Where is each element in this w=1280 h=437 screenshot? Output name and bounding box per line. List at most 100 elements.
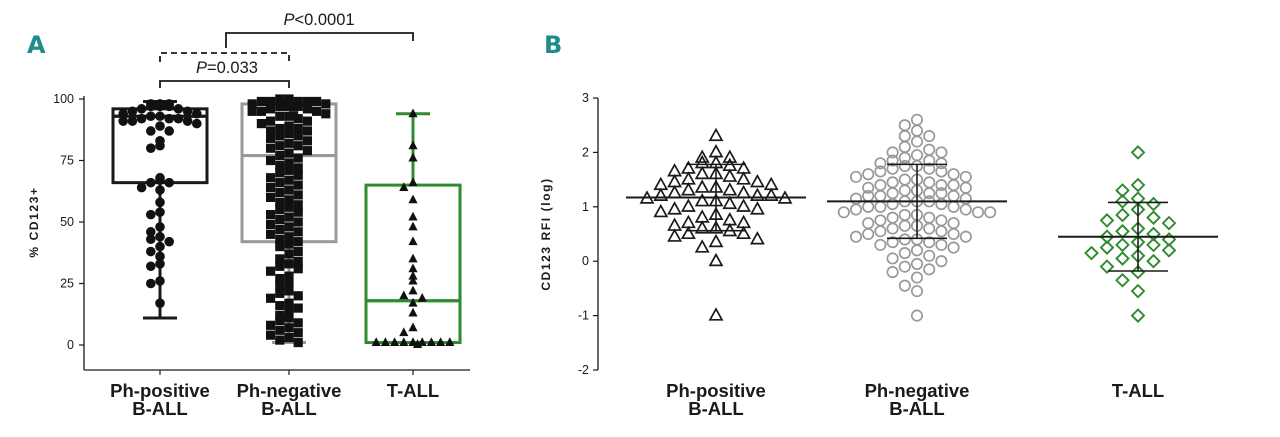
panel-b-point bbox=[1146, 253, 1161, 269]
panel-b-category-label: Ph-negative bbox=[865, 380, 970, 401]
panel-a-point bbox=[284, 313, 294, 323]
panel-a-point bbox=[284, 165, 294, 175]
panel-b-point bbox=[910, 244, 924, 257]
panel-b-point bbox=[898, 208, 911, 222]
panel-b-point bbox=[910, 124, 924, 137]
panel-b-point bbox=[1115, 251, 1130, 266]
panel-b-point bbox=[1130, 177, 1146, 193]
panel-a-point bbox=[275, 281, 285, 291]
panel-a-point bbox=[293, 256, 303, 266]
panel-b-point bbox=[947, 227, 960, 241]
panel-a-point bbox=[136, 104, 147, 114]
panel-b-y-tick: 2 bbox=[582, 145, 589, 159]
panel-b-point bbox=[667, 184, 683, 199]
panel-a-point bbox=[380, 337, 390, 346]
panel-b-point bbox=[1130, 264, 1146, 280]
panel-b-point bbox=[1099, 213, 1115, 228]
panel-a-y-tick: 25 bbox=[60, 277, 74, 291]
panel-a-point bbox=[155, 298, 165, 308]
panel-b-series bbox=[837, 113, 997, 322]
panel-a-series bbox=[247, 94, 331, 348]
panel-a-point bbox=[302, 146, 312, 156]
panel-a-point bbox=[118, 116, 128, 126]
panel-b-point bbox=[947, 189, 960, 202]
panel-a-point bbox=[417, 292, 427, 302]
panel-b-point bbox=[862, 181, 875, 194]
panel-b-point bbox=[923, 143, 936, 156]
panel-a-point bbox=[284, 94, 294, 104]
panel-a-point bbox=[408, 253, 418, 263]
panel-a-point bbox=[284, 333, 294, 343]
panel-a-point bbox=[127, 106, 138, 117]
panel-b-point bbox=[694, 193, 710, 207]
panel-b-point bbox=[722, 149, 738, 163]
panel-a-point bbox=[182, 106, 193, 117]
panel-a-point bbox=[302, 126, 312, 136]
panel-a-y-axis-label: % CD123+ bbox=[27, 186, 41, 257]
panel-b-point bbox=[923, 236, 936, 249]
panel-a-category-label: Ph-positive bbox=[110, 380, 210, 401]
panel-b-point bbox=[708, 127, 724, 142]
panel-b-y-axis: -2 -1 0 1 2 3 bbox=[578, 91, 599, 377]
panel-b-category-label: Ph-positive bbox=[666, 380, 766, 401]
panel-a-point bbox=[408, 194, 418, 204]
panel-b-point bbox=[898, 184, 911, 197]
panel-b-point bbox=[947, 178, 960, 192]
panel-b-point bbox=[722, 195, 738, 210]
panel-a-point bbox=[408, 275, 418, 285]
panel-a-point bbox=[155, 207, 165, 217]
panel-b-point bbox=[1146, 237, 1161, 253]
panel-a-point bbox=[173, 113, 184, 124]
panel-a-point bbox=[164, 177, 174, 188]
panel-a-point bbox=[293, 170, 303, 180]
panel-b-point bbox=[1130, 308, 1146, 323]
panel-a-point bbox=[284, 111, 294, 121]
panel-a-point bbox=[284, 298, 294, 308]
panel-a-point bbox=[293, 227, 303, 237]
panel-a-point bbox=[164, 99, 174, 109]
panel-b-point bbox=[910, 257, 924, 270]
panel-a-point bbox=[118, 108, 128, 119]
panel-b-category-label: B-ALL bbox=[688, 398, 743, 419]
panel-a-point bbox=[266, 229, 276, 239]
panel-a-point bbox=[408, 140, 418, 150]
panel-a-point bbox=[275, 150, 285, 161]
panel-b-point bbox=[935, 146, 948, 159]
panel-a-y-tick: 75 bbox=[60, 154, 74, 168]
panel-a-point bbox=[408, 108, 418, 118]
panel-a-significance: P=0.033 P<0.0001 bbox=[159, 11, 414, 88]
panel-b-point bbox=[898, 173, 911, 186]
panel-a-point bbox=[426, 337, 436, 346]
panel-a-point bbox=[275, 273, 285, 284]
panel-b-y-axis-label: CD123 RFI (log) bbox=[539, 177, 553, 290]
panel-a-point bbox=[155, 259, 165, 269]
panel-a-point bbox=[155, 140, 165, 151]
panel-a-point bbox=[275, 205, 285, 215]
panel-a-point bbox=[445, 337, 455, 346]
panel-a-point bbox=[275, 94, 285, 104]
panel-a-point bbox=[266, 173, 276, 183]
panel-b-point bbox=[837, 206, 850, 219]
panel-a-point bbox=[275, 254, 285, 264]
panel-b-point bbox=[862, 168, 875, 181]
panel-a-point bbox=[312, 106, 322, 116]
panel-a-point bbox=[275, 197, 285, 207]
panel-a-point bbox=[284, 222, 294, 232]
panel-a-point bbox=[408, 270, 418, 280]
panel-a-point bbox=[146, 261, 156, 272]
panel-b-point bbox=[763, 187, 779, 201]
panel-a-point bbox=[408, 307, 418, 317]
panel-b-y-tick: -1 bbox=[578, 309, 589, 323]
panel-b-category-label: T-ALL bbox=[1112, 380, 1164, 401]
panel-a-point bbox=[284, 175, 294, 185]
panel-b-point bbox=[935, 214, 948, 227]
panel-a-point bbox=[173, 104, 184, 114]
panel-a-point bbox=[293, 163, 303, 173]
panel-a-point bbox=[146, 143, 156, 153]
panel-a-category-label: Ph-negative bbox=[237, 380, 342, 401]
panel-b-point bbox=[1099, 259, 1115, 274]
panel-a-point bbox=[256, 106, 266, 116]
panel-b-point bbox=[910, 285, 924, 298]
panel-b-point bbox=[923, 211, 936, 224]
